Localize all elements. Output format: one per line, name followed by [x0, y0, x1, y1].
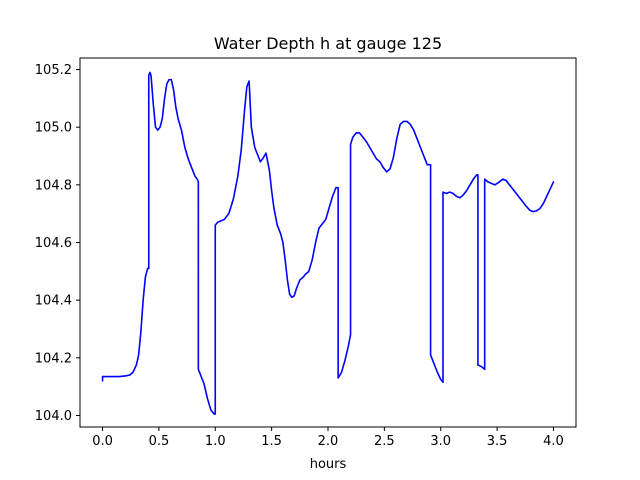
- y-tick-label: 105.0: [35, 121, 72, 136]
- y-tick-label: 104.8: [35, 178, 72, 193]
- y-tick-label: 104.6: [35, 236, 72, 251]
- x-tick-label: 1.0: [205, 434, 226, 449]
- y-tick-label: 104.4: [35, 294, 72, 309]
- y-tick-label: 105.2: [35, 63, 72, 78]
- chart-title: Water Depth h at gauge 125: [214, 34, 442, 53]
- x-tick-label: 0.5: [149, 434, 170, 449]
- x-tick-label: 3.5: [487, 434, 508, 449]
- x-tick-label: 0.0: [92, 434, 113, 449]
- x-tick-label: 2.0: [318, 434, 339, 449]
- series-layer: [101, 71, 555, 415]
- y-tick-label: 104.2: [35, 351, 72, 366]
- x-tick-label: 2.5: [374, 434, 395, 449]
- x-axis: 0.0 0.5 1.0 1.5 2.0 2.5 3.0 3.5 4.0: [92, 427, 564, 449]
- series-line-0: [101, 71, 555, 415]
- x-tick-label: 1.5: [261, 434, 282, 449]
- y-axis: 104.0 104.2 104.4 104.6 104.8 105.0 105.2: [35, 63, 80, 424]
- x-axis-label: hours: [310, 457, 347, 472]
- y-tick-label: 104.0: [35, 409, 72, 424]
- x-tick-label: 4.0: [543, 434, 564, 449]
- x-tick-label: 3.0: [430, 434, 451, 449]
- plot-frame: [79, 57, 577, 428]
